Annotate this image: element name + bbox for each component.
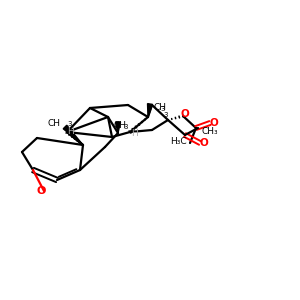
Text: CH: CH bbox=[113, 121, 127, 130]
Polygon shape bbox=[63, 125, 83, 145]
Text: 3: 3 bbox=[124, 124, 128, 130]
Text: 3: 3 bbox=[160, 106, 164, 112]
Text: O: O bbox=[36, 186, 46, 196]
Text: CH: CH bbox=[48, 119, 61, 128]
Text: O: O bbox=[210, 118, 218, 128]
Text: O: O bbox=[181, 109, 189, 119]
Text: O: O bbox=[200, 138, 208, 148]
Text: H: H bbox=[68, 127, 74, 136]
Text: 3: 3 bbox=[164, 112, 168, 118]
Text: CH₃: CH₃ bbox=[202, 127, 219, 136]
Text: H: H bbox=[132, 130, 138, 139]
Text: CH: CH bbox=[154, 103, 167, 112]
Polygon shape bbox=[148, 103, 152, 117]
Text: 3: 3 bbox=[67, 121, 71, 127]
Polygon shape bbox=[116, 122, 121, 133]
Text: H₃C: H₃C bbox=[170, 136, 187, 146]
